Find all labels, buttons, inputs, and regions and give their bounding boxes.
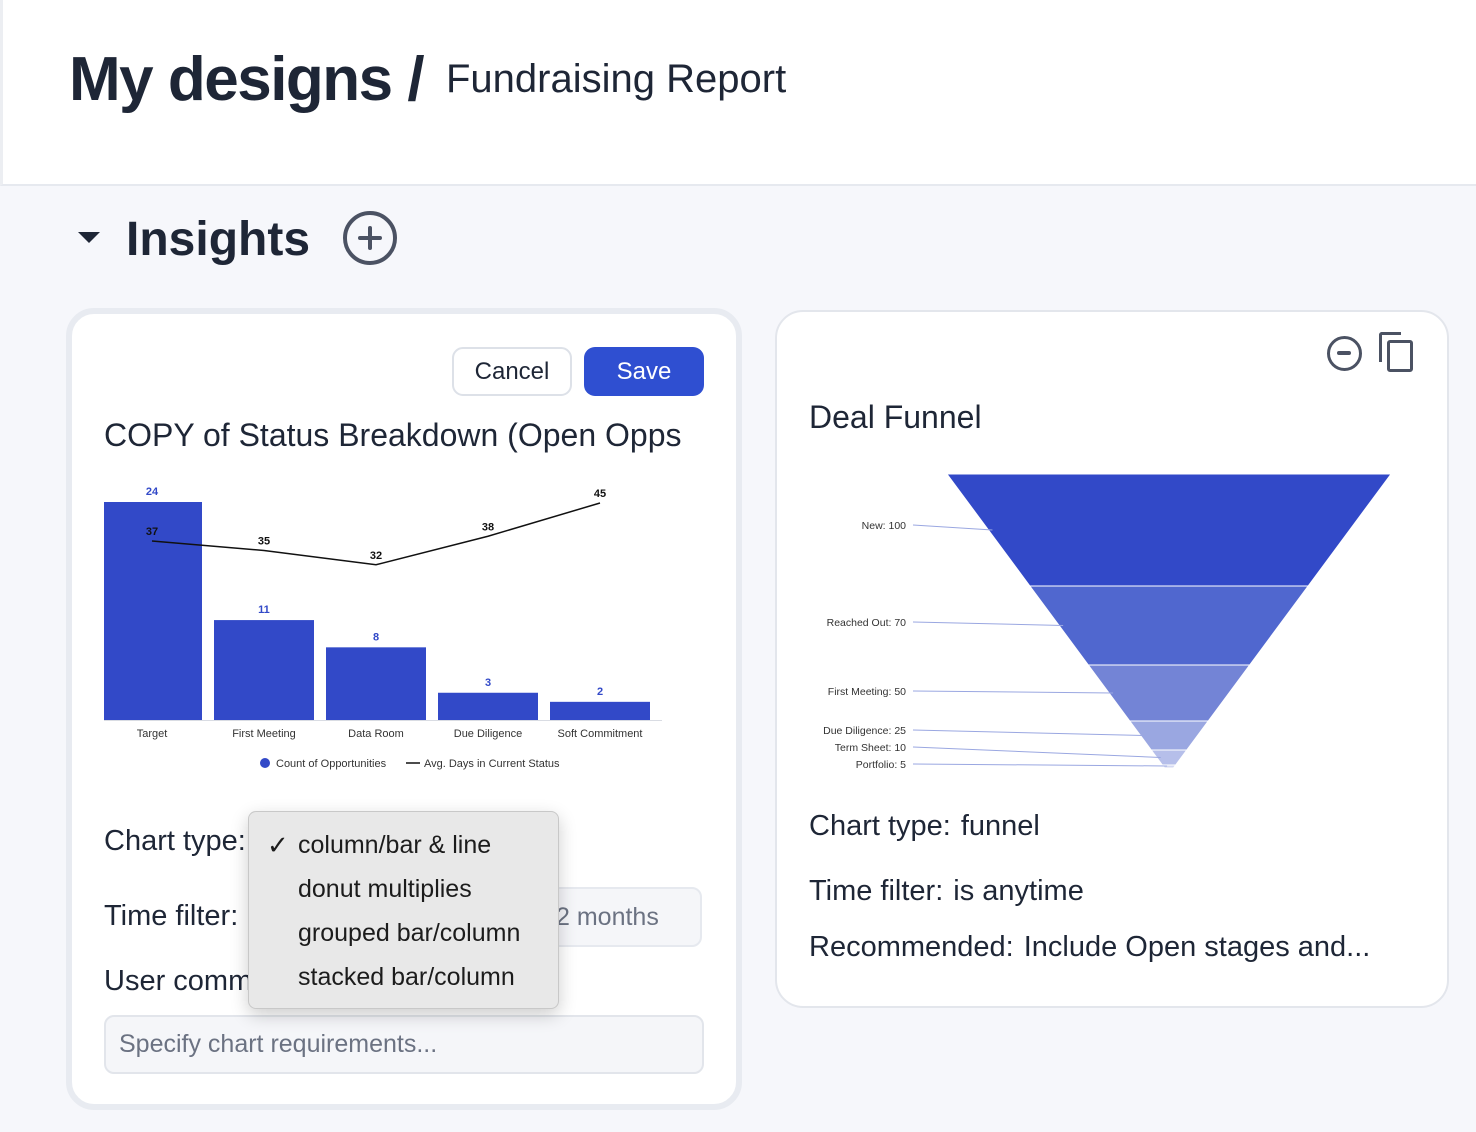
bar-1: [214, 620, 314, 720]
copy-icon-front: [1387, 340, 1413, 372]
time-filter-label: Time filter:: [809, 875, 944, 907]
menu-item-donut-multiplies[interactable]: donut multiplies: [298, 875, 472, 903]
bar-0: [104, 502, 202, 720]
funnel-label-2: First Meeting: 50: [828, 686, 906, 698]
time-filter-value: is anytime: [953, 875, 1084, 907]
add-insight-plus-icon[interactable]: [343, 211, 397, 265]
breadcrumb-current-page: Fundraising Report: [446, 57, 787, 101]
copy-icon[interactable]: [1379, 332, 1415, 374]
copy-icon-back: [1379, 332, 1401, 362]
bar-value-label-4: 2: [597, 686, 603, 698]
breadcrumb-root[interactable]: My designs /: [69, 45, 425, 114]
edit-chart-card: Cancel Save COPY of Status Breakdown (Op…: [66, 308, 742, 1110]
deal-funnel-card: Deal Funnel New: 100 Reached Out: 70 First…: [775, 310, 1449, 1008]
menu-item-stacked-bar-column[interactable]: stacked bar/column: [298, 963, 515, 991]
x-tick-label-0: Target: [137, 728, 168, 740]
bar-value-label-1: 11: [258, 604, 270, 616]
top-bar: My designs / Fundraising Report: [0, 0, 1476, 186]
time-filter-label: Time filter:: [104, 900, 239, 932]
x-tick-label-4: Soft Commitment: [558, 728, 643, 740]
bar-value-label-3: 3: [485, 677, 491, 689]
funnel-label-3: Due Diligence: 25: [823, 725, 906, 737]
bar-4: [550, 701, 650, 720]
line-value-label-2: 32: [370, 550, 382, 562]
checkmark-icon: ✓: [267, 830, 289, 860]
funnel-segment-0: [946, 473, 1392, 587]
funnel-label-1: Reached Out: 70: [827, 617, 907, 629]
bar-value-label-2: 8: [373, 631, 379, 643]
funnel-segment-5: [1161, 764, 1177, 768]
line-value-label-0: 37: [146, 526, 158, 538]
chart-type-value: funnel: [960, 810, 1040, 842]
time-filter-value: 2 months: [556, 903, 659, 931]
x-tick-label-3: Due Diligence: [454, 728, 522, 740]
funnel-leader-line-0: [912, 524, 993, 531]
chart-title: COPY of Status Breakdown (Open Opps: [104, 417, 682, 453]
remove-circle-icon[interactable]: [1327, 336, 1362, 371]
collapse-caret-icon[interactable]: [78, 232, 100, 243]
funnel-chart: New: 100 Reached Out: 70 First Meeting: 50…: [823, 473, 1392, 768]
bar-2: [326, 647, 426, 720]
section-title: Insights: [126, 213, 311, 266]
line-value-label-4: 45: [594, 488, 606, 500]
recommended-value: Include Open stages and...: [1023, 931, 1371, 963]
funnel-leader-line-1: [912, 621, 1064, 626]
funnel-leader-line-3: [912, 729, 1145, 736]
funnel-label-4: Term Sheet: 10: [835, 742, 906, 754]
funnel-leader-line-2: [912, 690, 1114, 694]
legend-bar-label: Count of Opportunities: [276, 758, 387, 770]
x-tick-label-1: First Meeting: [232, 728, 296, 740]
funnel-chart-type-row: Chart type: funnel: [809, 810, 1040, 843]
chart-requirements-input[interactable]: [104, 1015, 704, 1074]
legend-bar-marker: [260, 758, 270, 768]
funnel-segment-1: [1028, 585, 1310, 666]
bar-3: [438, 692, 538, 720]
bar-value-label-0: 24: [146, 486, 159, 498]
combo-chart: 24 Target 11 First Meeting 8 Data Room 3 Due Di…: [104, 486, 662, 770]
line-series-avg-days: [151, 502, 601, 566]
line-value-label-3: 38: [482, 521, 494, 533]
chart-type-label: Chart type:: [104, 825, 246, 857]
user-comment-label: User comm: [104, 965, 253, 997]
funnel-card-title: Deal Funnel: [809, 399, 982, 435]
funnel-leader-line-4: [912, 746, 1161, 758]
funnel-label-5: Portfolio: 5: [856, 759, 906, 768]
funnel-recommended-row: Recommended: Include Open stages and...: [809, 931, 1370, 964]
recommended-label: Recommended:: [809, 931, 1014, 963]
x-tick-label-2: Data Room: [348, 728, 404, 740]
cancel-button[interactable]: Cancel: [452, 347, 572, 396]
legend-line-label: Avg. Days in Current Status: [424, 758, 560, 770]
menu-item-grouped-bar-column[interactable]: grouped bar/column: [298, 919, 521, 947]
line-value-label-1: 35: [258, 536, 270, 548]
funnel-time-filter-row: Time filter: is anytime: [809, 875, 1084, 908]
menu-item-column-bar-line[interactable]: column/bar & line: [298, 831, 492, 859]
chart-type-dropdown-menu: ✓ column/bar & line donut multiplies gro…: [248, 811, 559, 1009]
save-button[interactable]: Save: [584, 347, 704, 396]
chart-type-label: Chart type:: [809, 810, 951, 842]
funnel-label-0: New: 100: [862, 520, 907, 532]
funnel-leader-line-5: [912, 763, 1168, 767]
